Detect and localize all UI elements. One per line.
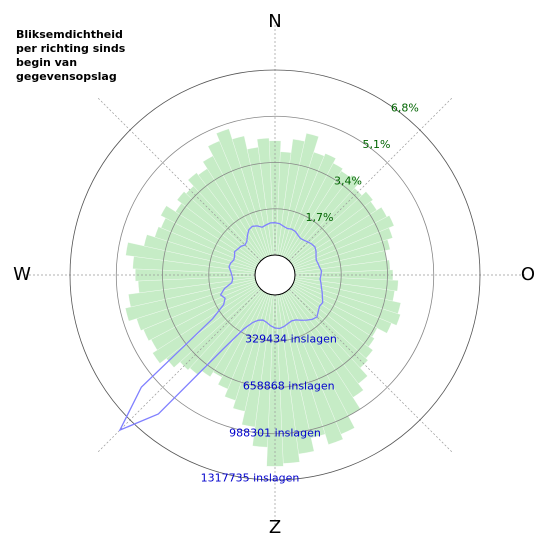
r2-tick-label: 988301 inslagen [229,427,321,440]
direction-bar [266,274,284,467]
direction-bar [274,133,319,276]
direction-label: N [268,11,281,32]
direction-label: W [13,264,31,285]
r2-tick-label: 329434 inslagen [245,332,337,345]
direction-bar [187,172,276,276]
direction-bar [274,274,401,326]
grid-ring [115,115,435,435]
center-hole [254,254,296,296]
direction-label: Z [269,517,281,538]
r2-tick-label: 1317735 inslagen [201,471,300,484]
r-tick-label: 6,8% [391,102,419,115]
grid-ring [162,162,388,388]
direction-bar [176,191,276,276]
count-line [118,222,324,432]
spoke [97,97,276,276]
direction-bar [274,274,344,445]
direction-bar [231,135,276,276]
direction-bar [224,274,276,401]
r-tick-label: 5,1% [362,138,390,151]
direction-bar [274,227,393,276]
grid-ring [69,69,481,481]
direction-bar [274,162,343,276]
direction-bar [274,239,391,276]
r-tick-label: 3,4% [334,175,362,188]
r-tick-label: 1,7% [306,211,334,224]
direction-bar [274,191,374,276]
direction-bar [160,205,276,276]
direction-bar [154,226,276,276]
direction-bar [152,274,276,364]
spoke [274,274,453,453]
chart-title: Bliksemdichtheid per richting sinds begi… [16,28,126,83]
direction-bar [274,153,336,276]
direction-bar [216,128,276,276]
direction-bar [217,274,276,390]
direction-bar [256,137,276,276]
spoke [274,97,453,276]
grid-ring [208,208,342,342]
direction-bar [274,274,392,334]
direction-bar [232,274,276,412]
r2-tick-label: 658868 inslagen [243,380,335,393]
direction-label: O [521,264,535,285]
direction-bar [143,234,276,276]
direction-bar [125,274,276,322]
direction-bar [274,174,361,276]
spoke [97,274,276,453]
